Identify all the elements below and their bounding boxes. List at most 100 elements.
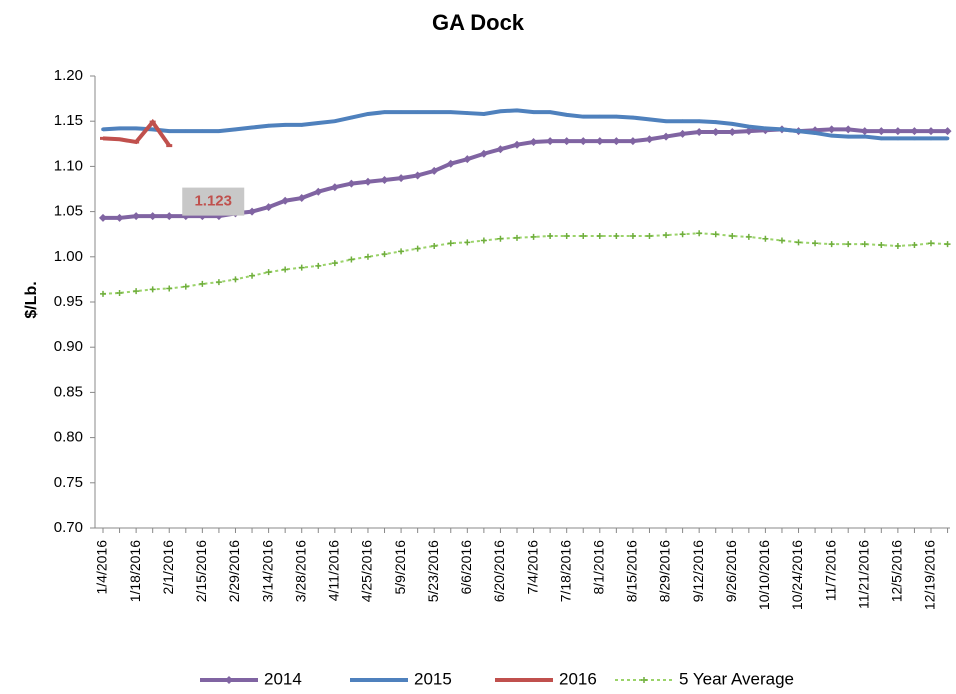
marker [165, 212, 174, 221]
marker [778, 237, 785, 244]
x-tick-label: 10/10/2016 [756, 540, 772, 610]
marker [167, 129, 172, 133]
marker [297, 194, 306, 203]
marker [628, 137, 637, 146]
y-tick-label: 0.85 [54, 383, 83, 400]
marker [331, 260, 338, 267]
marker [200, 129, 205, 133]
y-tick-label: 0.70 [54, 519, 83, 536]
marker [448, 110, 453, 114]
marker [877, 127, 886, 136]
y-tick-label: 1.00 [54, 248, 83, 265]
marker [250, 125, 254, 130]
marker [647, 117, 652, 122]
marker [116, 289, 123, 296]
legend-label: 5 Year Average [679, 669, 794, 688]
y-tick-label: 1.10 [54, 157, 83, 174]
marker [380, 175, 389, 184]
marker [377, 678, 381, 682]
marker [447, 240, 454, 247]
marker [645, 135, 654, 144]
marker [513, 140, 521, 149]
marker [166, 144, 173, 148]
marker [744, 127, 753, 136]
marker [414, 245, 421, 252]
data-label-box [182, 187, 245, 216]
marker [943, 127, 952, 136]
marker [564, 113, 569, 117]
x-tick-label: 2/29/2016 [226, 540, 242, 602]
legend-label: 2016 [559, 669, 597, 688]
marker [613, 233, 620, 240]
y-tick-label: 1.15 [54, 112, 83, 129]
x-tick-label: 9/12/2016 [690, 540, 706, 602]
y-axis-label: $/Lb. [23, 281, 40, 318]
series-line [102, 232, 948, 295]
marker [696, 230, 703, 237]
marker [132, 212, 141, 221]
marker [912, 136, 917, 141]
marker [463, 155, 472, 164]
y-tick-label: 1.05 [54, 203, 83, 220]
marker [217, 129, 221, 133]
x-tick-label: 8/29/2016 [657, 540, 673, 602]
marker [730, 122, 735, 126]
marker [415, 110, 420, 114]
marker [945, 136, 950, 141]
chart-title: GA Dock [432, 10, 525, 35]
marker [729, 233, 736, 240]
marker [712, 231, 719, 238]
marker [133, 140, 140, 144]
marker [299, 123, 304, 127]
x-tick-label: 7/18/2016 [557, 540, 573, 602]
marker [678, 129, 687, 138]
marker [879, 136, 884, 141]
marker [366, 112, 370, 116]
marker [215, 279, 222, 286]
marker [595, 137, 604, 146]
marker [796, 129, 801, 133]
marker [184, 129, 188, 133]
x-tick-label: 5/23/2016 [425, 540, 441, 602]
marker [315, 262, 322, 269]
marker [430, 166, 439, 175]
x-tick-label: 8/1/2016 [591, 540, 607, 595]
marker [149, 120, 156, 124]
marker [631, 115, 635, 120]
marker [349, 115, 354, 120]
marker [780, 127, 784, 132]
x-tick-label: 2/1/2016 [160, 540, 176, 595]
marker [598, 114, 602, 119]
x-tick-label: 1/4/2016 [94, 540, 110, 595]
marker [910, 127, 919, 136]
marker [529, 137, 538, 146]
marker [944, 241, 951, 248]
marker [330, 183, 339, 192]
marker [846, 134, 850, 139]
marker [521, 678, 527, 682]
marker [641, 677, 647, 683]
marker [266, 123, 271, 128]
marker [795, 239, 802, 246]
x-tick-label: 1/18/2016 [127, 540, 143, 602]
marker [232, 276, 239, 283]
marker [100, 290, 106, 297]
marker [282, 266, 289, 273]
marker [928, 240, 934, 247]
marker [894, 242, 901, 249]
x-tick-label: 6/6/2016 [458, 540, 474, 595]
marker [679, 231, 686, 238]
marker [911, 242, 918, 249]
marker [728, 128, 737, 137]
x-tick-label: 9/26/2016 [723, 540, 739, 602]
marker [431, 242, 438, 249]
marker [845, 241, 852, 248]
marker [530, 233, 537, 240]
marker [496, 145, 505, 154]
marker [929, 136, 933, 141]
marker [514, 234, 520, 241]
marker [662, 132, 671, 141]
x-tick-label: 12/5/2016 [889, 540, 905, 602]
marker [182, 283, 189, 290]
marker [398, 248, 405, 255]
